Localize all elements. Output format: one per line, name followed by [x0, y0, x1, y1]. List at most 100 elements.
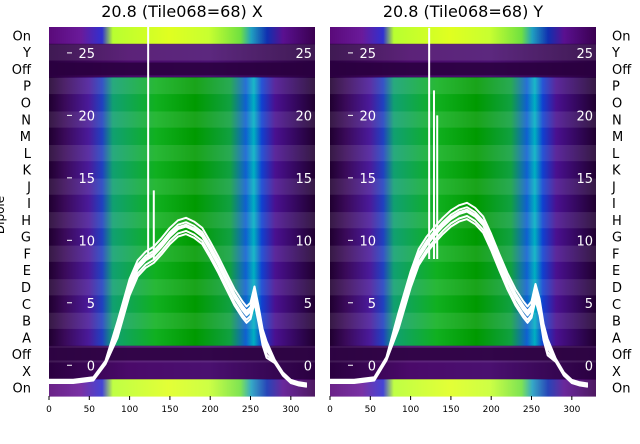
heatmap-row	[49, 261, 315, 280]
inner-y-tick-label-right: 10	[576, 234, 593, 249]
row-label: D	[21, 281, 31, 296]
panel-y: 0 50 100 150 200 250 300OnYOffPONMLKJIHGFEDCBA…	[327, 2, 632, 415]
inner-y-tick-label-right: 20	[576, 109, 593, 124]
inner-y-tick-label: 10	[78, 234, 95, 249]
heatmap-row	[49, 77, 315, 95]
heatmap-row	[49, 245, 315, 263]
dipole-curve	[330, 201, 589, 385]
heatmap-row	[330, 278, 596, 296]
heatmap-row	[49, 194, 315, 213]
heatmap-row	[49, 177, 315, 196]
row-label: A	[612, 331, 621, 346]
row-label: A	[22, 331, 31, 346]
heatmap-row	[49, 362, 315, 380]
x-tick-label: 250	[523, 405, 540, 415]
dipole-curve	[330, 208, 589, 386]
panel-title: 20.8 (Tile068=68) Y	[383, 2, 544, 21]
heatmap-row	[330, 161, 596, 179]
x-tick-label: 100	[121, 405, 138, 415]
heatmap-band-off-top	[330, 62, 596, 76]
heatmap-row	[49, 211, 315, 229]
heatmap-row	[49, 43, 315, 62]
heatmap-row	[49, 127, 315, 146]
inner-y-tick-label-right: 5	[585, 297, 593, 312]
heatmap-row	[330, 127, 596, 146]
x-tick-label: 250	[242, 405, 259, 415]
heatmap-row	[330, 77, 596, 95]
row-label: D	[612, 281, 622, 296]
heatmap-row	[330, 312, 596, 330]
x-tick-label: 300	[282, 405, 299, 415]
inner-y-tick-label: 0	[87, 359, 95, 374]
row-label: C	[612, 298, 621, 313]
heatmap-row	[49, 161, 315, 179]
heatmap-row	[49, 379, 315, 397]
heatmap-row	[49, 27, 315, 45]
row-label: M	[612, 130, 623, 145]
row-label: On	[13, 382, 31, 397]
inner-y-tick-label: 10	[359, 234, 376, 249]
row-label: L	[24, 147, 32, 162]
dipole-curve	[49, 216, 308, 385]
row-label: B	[22, 315, 31, 330]
inner-y-tick-label: 20	[359, 109, 376, 124]
inner-y-tick-label-right: 25	[576, 47, 593, 62]
inner-y-tick-label: 25	[359, 47, 376, 62]
row-label: C	[22, 298, 31, 313]
inner-y-tick-label: 0	[368, 359, 376, 374]
inner-y-tick-label: 15	[359, 172, 376, 187]
x-tick-label: 300	[563, 405, 580, 415]
heatmap-band-off-top	[49, 62, 315, 76]
heatmap-row	[49, 278, 315, 296]
inner-y-tick-label-right: 0	[304, 359, 312, 374]
row-label: G	[612, 231, 622, 246]
heatmap-band-off-bottom	[49, 347, 315, 361]
row-label: X	[22, 365, 31, 380]
inner-y-tick-label: 25	[78, 47, 95, 62]
inner-y-tick-label-right: 15	[576, 172, 593, 187]
heatmap-row	[49, 144, 315, 162]
inner-y-tick-label: 5	[368, 297, 376, 312]
row-label: N	[612, 113, 622, 128]
row-label: J	[26, 180, 31, 195]
row-label: Off	[612, 348, 632, 363]
inner-y-tick-label: 15	[78, 172, 95, 187]
row-label: Y	[611, 46, 620, 61]
row-label: I	[612, 197, 616, 212]
x-tick-label: 0	[46, 405, 52, 415]
inner-y-tick-label-right: 5	[304, 297, 312, 312]
heatmap-row	[49, 328, 315, 347]
inner-y-tick-label: 5	[87, 297, 95, 312]
row-label: H	[21, 214, 31, 229]
row-label: N	[21, 113, 31, 128]
row-label: L	[612, 147, 620, 162]
row-label: On	[612, 382, 630, 397]
heatmap-row	[49, 110, 315, 129]
y-axis-label: Dipole	[0, 196, 7, 234]
row-label: B	[612, 315, 621, 330]
dipole-curve	[49, 233, 308, 388]
row-label: On	[13, 29, 31, 44]
heatmap-row	[330, 228, 596, 246]
inner-y-tick-label-right: 20	[295, 109, 312, 124]
x-tick-label: 150	[161, 405, 178, 415]
heatmap-row	[330, 144, 596, 162]
row-label: O	[21, 96, 31, 111]
heatmap-band-off-bottom	[330, 347, 596, 361]
x-tick-label: 50	[365, 405, 377, 415]
row-label: K	[612, 164, 621, 179]
row-label: H	[612, 214, 622, 229]
row-label: Off	[12, 348, 32, 363]
x-tick-label: 100	[402, 405, 419, 415]
heatmap-row	[330, 27, 596, 45]
row-label: E	[612, 264, 620, 279]
heatmap-row	[330, 362, 596, 380]
row-label: P	[612, 80, 620, 95]
row-label: On	[612, 29, 630, 44]
heatmap-row	[49, 228, 315, 246]
row-label: F	[24, 247, 31, 262]
heatmap-row	[330, 94, 596, 112]
inner-y-tick-label-right: 15	[295, 172, 312, 187]
row-label: Y	[22, 46, 31, 61]
